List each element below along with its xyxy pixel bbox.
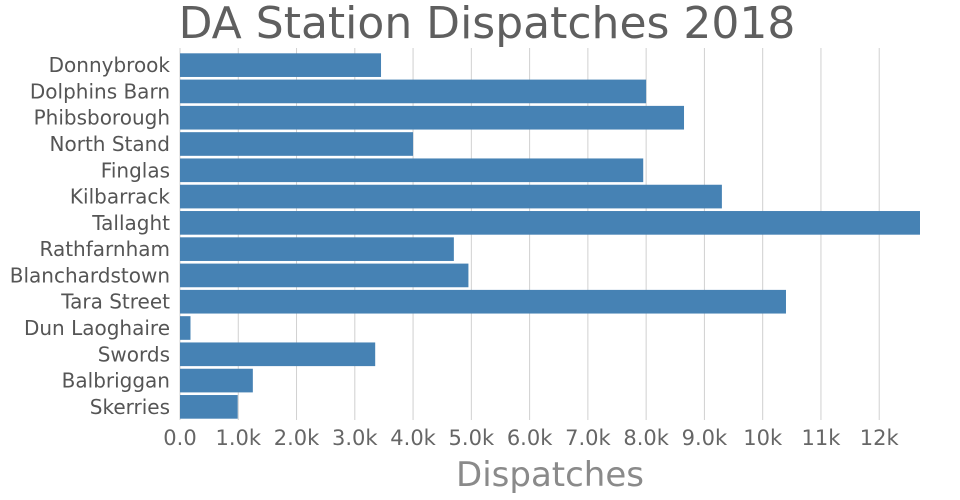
bar[interactable] [180,158,644,183]
category-label: Donnybrook [49,53,171,77]
bar[interactable] [180,53,382,77]
category-label: Tara Street [60,290,170,314]
bar[interactable] [180,263,469,288]
bars [180,53,920,419]
category-label: Dolphins Barn [30,79,170,103]
x-tick-label: 9.0k [682,426,728,450]
category-label: Skerries [90,395,170,419]
x-tick-label: 1.0k [215,426,261,450]
x-tick-label: 2.0k [274,426,320,450]
x-tick-label: 6.0k [507,426,553,450]
x-tick-label: 11k [801,426,841,450]
category-label: Blanchardstown [10,263,170,287]
category-label: North Stand [50,132,170,156]
x-tick-labels: 0.0 1.0k 2.0k 3.0k 4.0k 5.0k 6.0k 7.0k 8.0k 9.0k 1… [163,426,899,450]
category-label: Rathfarnham [40,237,171,261]
x-tick-label: 0.0 [163,426,196,450]
category-label: Tallaght [91,211,170,235]
x-axis-title: Dispatches [456,455,644,495]
category-label: Balbriggan [62,369,170,393]
bar[interactable] [180,368,253,393]
x-tick-label: 10k [743,426,783,450]
bar[interactable] [180,289,786,314]
bar[interactable] [180,105,685,130]
chart-title: DA Station Dispatches 2018 [179,0,796,49]
x-tick-label: 5.0k [449,426,495,450]
x-tick-label: 7.0k [565,426,611,450]
bar[interactable] [180,211,920,235]
category-label: Swords [98,342,170,366]
category-label: Dun Laoghaire [24,316,170,340]
bar[interactable] [180,395,238,419]
category-label: Kilbarrack [70,185,171,209]
bar[interactable] [180,237,454,261]
x-tick-label: 8.0k [623,426,669,450]
bar[interactable] [180,184,722,209]
x-tick-label: 3.0k [332,426,378,450]
category-label: Finglas [101,158,170,182]
bar[interactable] [180,79,647,104]
bar[interactable] [180,316,191,340]
bar[interactable] [180,342,376,367]
category-label: Phibsborough [34,106,170,130]
x-tick-label: 4.0k [390,426,436,450]
bar[interactable] [180,132,414,156]
x-tick-label: 12k [860,426,900,450]
